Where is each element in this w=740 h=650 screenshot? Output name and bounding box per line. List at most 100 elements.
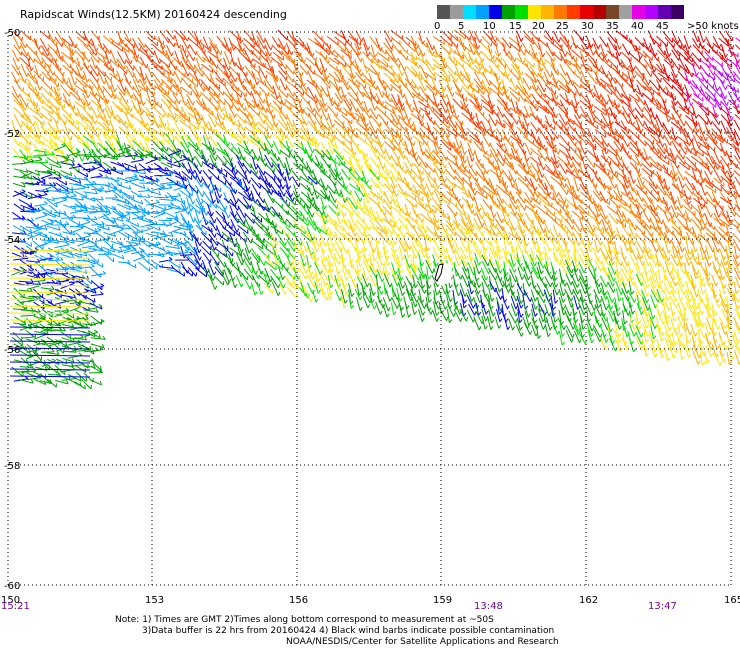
wind-barb — [480, 59, 486, 73]
wind-barb — [314, 163, 325, 174]
wind-barb-feather — [293, 59, 296, 64]
wind-barb-feather — [724, 95, 728, 100]
wind-barb — [369, 127, 377, 139]
wind-barb — [109, 147, 120, 158]
wind-barb — [664, 43, 670, 57]
wind-barb — [501, 147, 512, 160]
wind-barb — [425, 58, 435, 71]
wind-barb — [459, 71, 470, 83]
wind-barb-feather — [428, 110, 431, 115]
wind-barb-feather — [231, 104, 234, 109]
wind-barb — [298, 84, 307, 95]
wind-barb-feather — [268, 102, 272, 107]
wind-barb — [74, 100, 86, 110]
wind-barb-feather — [86, 172, 89, 177]
wind-barb — [47, 35, 57, 47]
wind-barb — [636, 148, 647, 161]
wind-barb — [432, 140, 438, 155]
wind-barb — [137, 196, 151, 198]
wind-barb-feather — [105, 174, 109, 179]
wind-barb-feather — [162, 45, 166, 50]
wind-barb — [502, 49, 512, 61]
wind-barb — [285, 140, 291, 154]
wind-barb — [109, 79, 115, 92]
wind-barb-feather — [494, 58, 497, 63]
wind-barb — [222, 77, 234, 88]
wind-barb — [649, 86, 661, 97]
wind-barb — [307, 100, 314, 113]
wind-barb-feather — [192, 156, 196, 161]
wind-barb — [243, 190, 253, 202]
wind-barb — [378, 113, 388, 126]
wind-barb — [314, 148, 325, 158]
wind-barb — [419, 64, 427, 79]
wind-barb — [187, 148, 194, 161]
wind-barb-feather — [514, 57, 517, 62]
wind-barb — [186, 49, 194, 62]
wind-barb-feather — [214, 122, 218, 127]
wind-barb — [299, 197, 311, 209]
wind-barb-feather — [593, 138, 596, 143]
wind-barb-feather — [257, 156, 260, 161]
wind-barb — [546, 169, 559, 179]
wind-barb — [313, 114, 322, 128]
wind-barb — [474, 98, 481, 111]
wind-barb — [195, 142, 202, 155]
wind-barb — [648, 59, 655, 73]
wind-barb-feather — [183, 156, 188, 160]
wind-barb — [683, 190, 690, 205]
wind-barb-feather — [292, 197, 295, 202]
wind-barb-feather — [271, 143, 274, 148]
wind-barb-feather — [201, 183, 204, 188]
wind-barb-feather — [522, 142, 525, 147]
wind-barb — [403, 162, 412, 174]
wind-barb-feather — [193, 56, 196, 61]
wind-barb-feather — [255, 122, 258, 127]
wind-barb-feather — [506, 95, 510, 100]
wind-barb-feather — [132, 138, 135, 143]
wind-barb — [480, 84, 491, 95]
wind-barb-feather — [135, 130, 139, 135]
wind-barb — [657, 44, 665, 56]
wind-barb — [508, 170, 516, 184]
wind-barb-feather — [147, 165, 152, 169]
wind-barb — [110, 177, 122, 187]
wind-barb-feather — [120, 144, 124, 149]
wind-barb-feather — [478, 121, 482, 125]
wind-barb — [650, 141, 659, 155]
wind-barb — [209, 163, 223, 173]
wind-barb — [713, 150, 721, 164]
wind-barb-feather — [72, 157, 75, 162]
wind-barb — [265, 58, 272, 71]
wind-barb-feather — [242, 47, 245, 52]
wind-barb — [615, 156, 624, 169]
wind-barb — [685, 78, 697, 89]
wind-barb — [580, 80, 590, 89]
wind-barb — [586, 63, 597, 75]
wind-barb — [167, 150, 181, 157]
wind-barb — [601, 85, 613, 95]
wind-barb — [76, 107, 84, 121]
wind-barb-feather — [688, 200, 692, 205]
wind-barb — [228, 183, 237, 194]
wind-barb — [474, 57, 481, 71]
wind-barb-feather — [324, 102, 328, 107]
wind-barb — [167, 112, 178, 123]
wind-barb — [356, 184, 365, 198]
wind-barb — [34, 43, 43, 56]
wind-barb — [216, 113, 222, 126]
wind-barb — [298, 79, 308, 92]
wind-barb — [132, 86, 141, 97]
wind-barb — [333, 71, 342, 83]
wind-barb — [473, 30, 481, 44]
wind-barb — [347, 50, 353, 65]
wind-barb — [270, 157, 279, 169]
wind-barb-feather — [346, 81, 349, 86]
wind-barb — [277, 38, 285, 50]
wind-barb — [727, 77, 734, 92]
wind-barb — [565, 99, 577, 109]
wind-barb-feather — [199, 169, 202, 174]
wind-barb-feather — [227, 141, 231, 147]
wind-barb — [230, 86, 242, 98]
wind-barb — [258, 155, 267, 167]
